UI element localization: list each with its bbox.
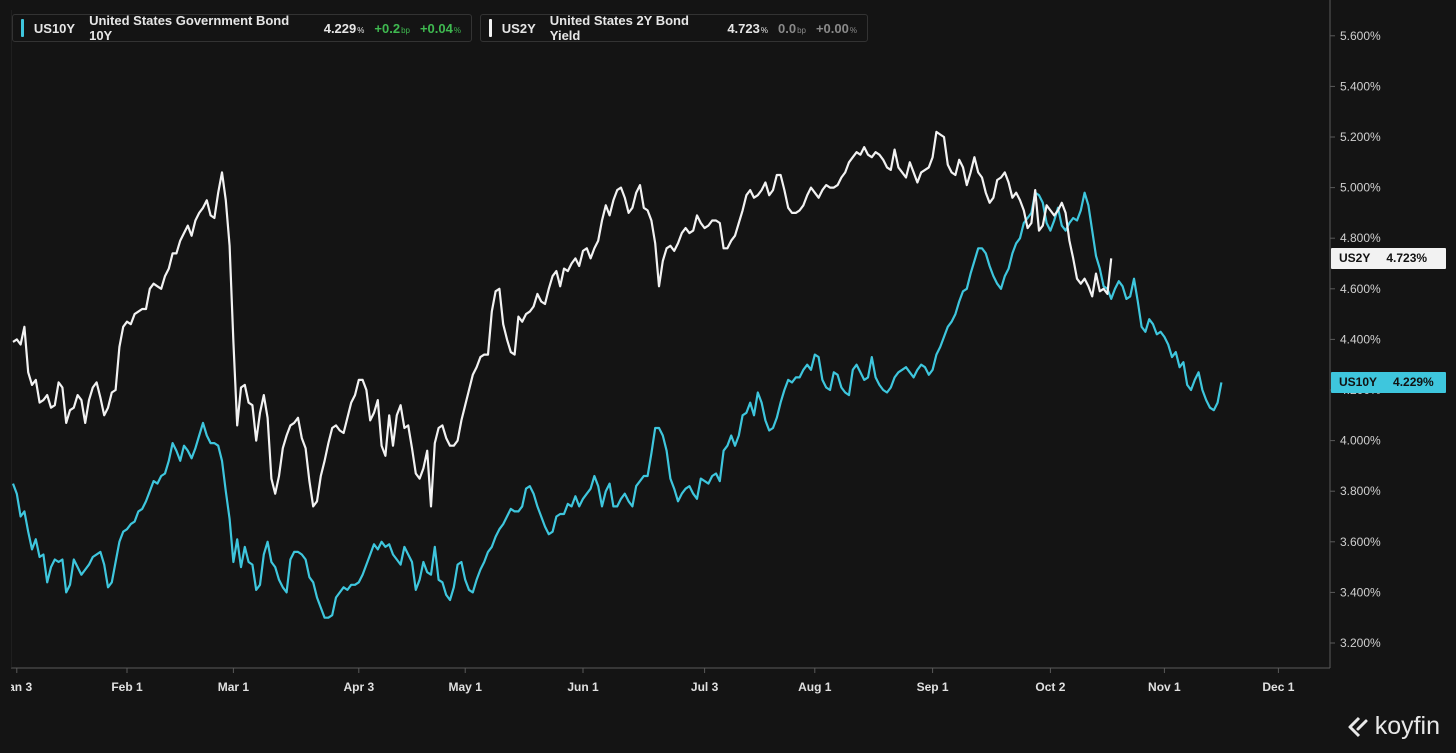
legend-us10y[interactable]: US10Y United States Government Bond 10Y … — [12, 13, 472, 43]
koyfin-logo: koyfin — [1347, 712, 1440, 741]
y-axis: 3.200%3.400%3.600%3.800%4.000%4.200%4.40… — [1329, 0, 1381, 668]
price-tag-us10y-value: 4.229% — [1393, 375, 1434, 390]
y-tick-label: 5.600% — [1340, 29, 1381, 43]
us10y-last: 4.229% — [323, 20, 365, 36]
x-tick-label: Jun 1 — [567, 680, 599, 694]
legend-us2y[interactable]: US2Y United States 2Y Bond Yield 4.723% … — [480, 13, 868, 43]
us2y-name: United States 2Y Bond Yield — [549, 13, 689, 43]
price-tag-us10y: US10Y 4.229% — [1331, 371, 1446, 393]
x-tick-label: Oct 2 — [1035, 680, 1065, 694]
koyfin-logo-text: koyfin — [1374, 712, 1440, 740]
series-layer — [11, 130, 1223, 619]
y-tick-label: 3.400% — [1340, 585, 1381, 599]
y-tick-label: 4.400% — [1340, 332, 1381, 346]
us10y-swatch — [21, 19, 24, 37]
y-tick-label: 4.800% — [1340, 231, 1381, 245]
us2y-change-bp: 0.0bp — [777, 20, 806, 36]
series-line-us10y — [11, 191, 1223, 619]
x-tick-label: Mar 1 — [218, 680, 250, 694]
x-tick-label: Sep 1 — [917, 680, 949, 694]
us10y-symbol: US10Y — [33, 20, 76, 36]
koyfin-logo-icon — [1348, 716, 1368, 737]
y-tick-label: 3.600% — [1340, 535, 1381, 549]
y-tick-label: 5.200% — [1340, 130, 1381, 144]
price-tag-us2y-value: 4.723% — [1386, 251, 1428, 266]
y-tick-label: 4.600% — [1340, 282, 1381, 296]
x-tick-label: Nov 1 — [1148, 680, 1181, 694]
x-tick-label: May 1 — [449, 680, 483, 694]
us2y-swatch — [489, 19, 492, 37]
x-tick-label: Jul 3 — [691, 680, 719, 694]
y-tick-label: 3.800% — [1340, 484, 1381, 498]
y-tick-label: 3.200% — [1340, 636, 1381, 650]
x-axis: Jan 3 Feb 1 Mar 1 Apr 3 May 1 Jun 1 Jul 3 Aug 1… — [1, 10, 1330, 694]
y-tick-label: 5.000% — [1340, 181, 1381, 195]
us10y-name: United States Government Bond 10Y — [89, 13, 290, 43]
us2y-last: 4.723% — [727, 20, 768, 36]
x-tick-label: Jan 3 — [1, 680, 32, 694]
series-line-us2y — [12, 130, 1113, 508]
y-tick-label: 5.400% — [1340, 79, 1381, 93]
price-tag-us2y-symbol: US2Y — [1339, 251, 1371, 266]
us10y-change-bp: +0.2bp — [374, 20, 410, 36]
x-tick-label: Apr 3 — [343, 680, 374, 694]
x-tick-label: Aug 1 — [798, 680, 832, 694]
x-tick-label: Feb 1 — [111, 680, 143, 694]
y-tick-label: 4.000% — [1340, 434, 1381, 448]
price-tag-us2y: US2Y 4.723% — [1331, 247, 1446, 269]
us2y-change-pct: +0.00% — [815, 20, 857, 36]
x-tick-label: Dec 1 — [1262, 680, 1294, 694]
us10y-change-pct: +0.04% — [419, 20, 461, 36]
us2y-symbol: US2Y — [501, 20, 536, 36]
price-tag-us10y-symbol: US10Y — [1339, 375, 1378, 390]
